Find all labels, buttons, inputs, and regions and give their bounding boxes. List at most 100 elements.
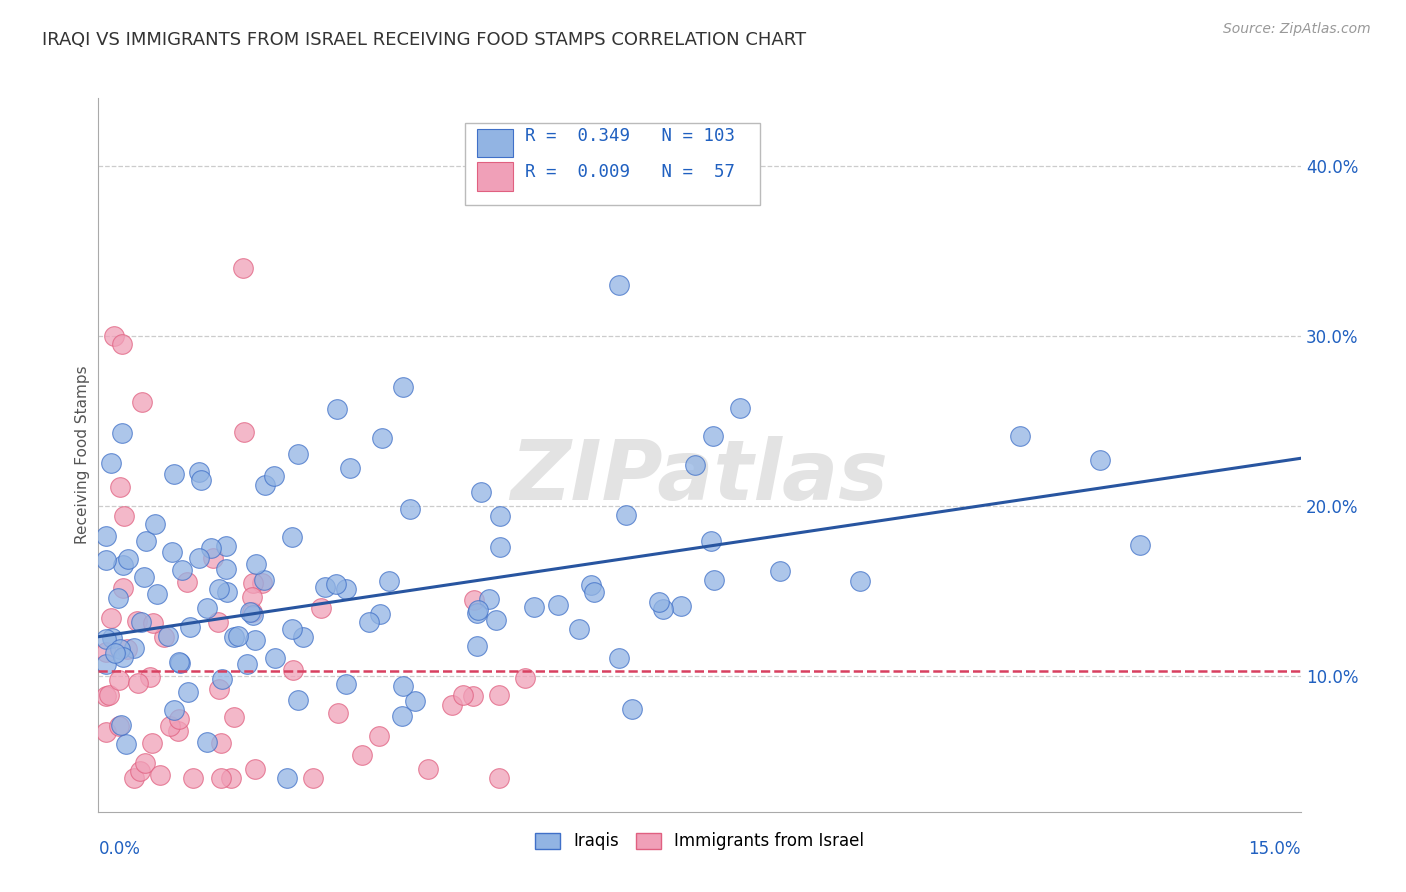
Point (488, 541, 510, 555)
Point (96, 657, 118, 671)
Point (523, 600, 546, 615)
Point (181, 771, 204, 785)
Point (620, 702, 643, 716)
Point (188, 550, 211, 565)
Point (96, 529, 118, 543)
Point (240, 590, 263, 604)
Point (162, 545, 184, 559)
Point (108, 719, 131, 733)
Point (547, 599, 569, 613)
Point (671, 599, 693, 614)
Point (378, 574, 401, 589)
Point (702, 428, 724, 442)
Point (465, 606, 488, 620)
Point (583, 584, 606, 599)
Point (328, 706, 350, 720)
Point (368, 729, 391, 743)
Point (177, 685, 200, 699)
Point (167, 712, 190, 726)
Y-axis label: Receiving Food Stamps: Receiving Food Stamps (75, 366, 90, 544)
Point (391, 708, 413, 723)
Point (139, 670, 162, 684)
FancyBboxPatch shape (477, 162, 513, 191)
Point (170, 563, 193, 577)
Point (226, 629, 249, 643)
Point (215, 584, 238, 599)
Point (391, 679, 413, 693)
Point (485, 613, 508, 627)
Point (202, 550, 225, 565)
Point (1129, 538, 1152, 552)
Point (131, 395, 153, 409)
Point (236, 657, 259, 671)
Point (159, 718, 181, 732)
Point (292, 630, 315, 644)
Point (302, 771, 325, 785)
Point (108, 480, 131, 494)
Point (404, 694, 426, 708)
Point (117, 552, 139, 566)
Point (609, 278, 631, 293)
Legend: Iraqis, Immigrants from Israel: Iraqis, Immigrants from Israel (529, 826, 870, 857)
Point (125, 614, 148, 628)
Point (115, 642, 138, 657)
Point (222, 710, 245, 724)
Point (145, 517, 167, 532)
Text: 15.0%: 15.0% (1249, 840, 1301, 858)
Point (128, 676, 150, 690)
Point (648, 595, 671, 609)
Point (157, 629, 180, 643)
Point (101, 631, 124, 645)
Point (470, 484, 492, 499)
Point (111, 337, 134, 351)
Point (211, 672, 233, 686)
Point (240, 605, 263, 619)
Point (110, 641, 132, 656)
Point (100, 456, 122, 470)
Point (129, 615, 152, 629)
Point (197, 735, 219, 749)
Point (112, 508, 135, 523)
Point (112, 581, 135, 595)
Point (700, 533, 723, 548)
Point (488, 688, 510, 702)
Point (132, 570, 155, 584)
Point (335, 676, 357, 690)
Point (283, 663, 305, 677)
Point (163, 467, 186, 481)
Point (440, 698, 463, 712)
Point (176, 575, 198, 590)
Point (103, 647, 125, 661)
Point (188, 465, 211, 479)
Point (190, 473, 212, 487)
Point (467, 602, 489, 616)
Point (239, 605, 262, 619)
Point (135, 533, 157, 548)
Point (463, 593, 485, 607)
Point (728, 401, 751, 415)
Point (224, 630, 246, 644)
FancyBboxPatch shape (477, 128, 513, 157)
Point (207, 615, 229, 629)
Point (325, 577, 347, 591)
Point (359, 615, 381, 629)
Point (232, 260, 254, 275)
Point (451, 688, 474, 702)
Point (263, 468, 285, 483)
Point (145, 587, 167, 601)
Point (122, 771, 145, 785)
Point (478, 591, 501, 606)
Point (350, 748, 373, 763)
Point (368, 607, 391, 621)
Point (107, 673, 129, 687)
Point (685, 458, 707, 473)
Point (568, 622, 591, 636)
Point (195, 601, 218, 615)
Point (124, 641, 146, 656)
Point (287, 447, 309, 461)
Point (163, 703, 186, 717)
Point (200, 541, 222, 556)
Point (1010, 429, 1032, 443)
Point (465, 639, 488, 653)
Point (281, 530, 304, 544)
